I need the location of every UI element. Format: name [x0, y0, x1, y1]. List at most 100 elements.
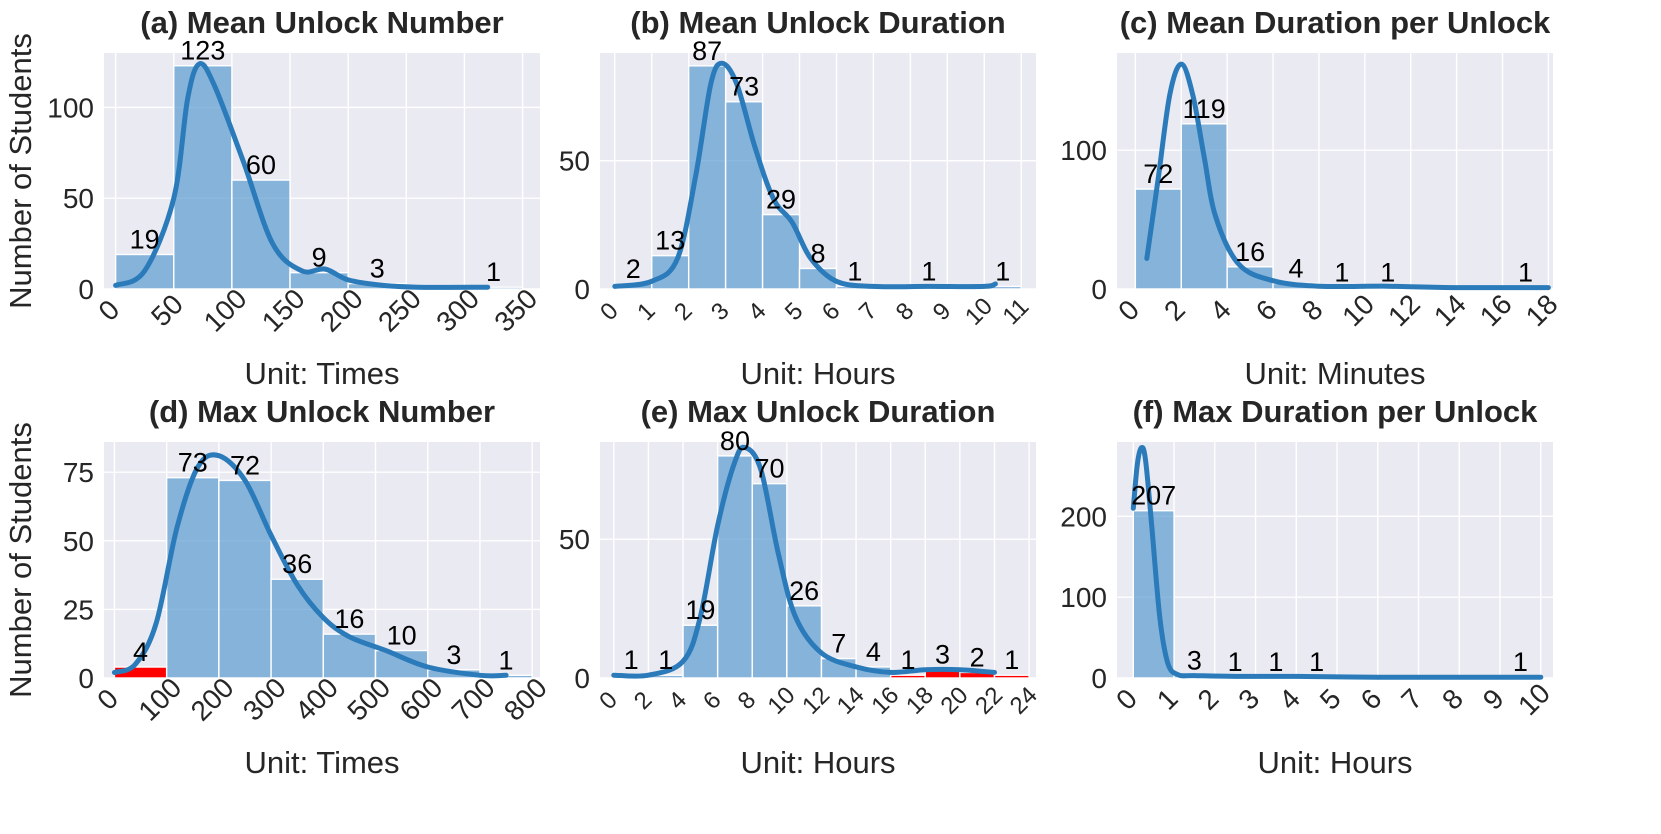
bar-value-label: 4 — [1288, 253, 1303, 283]
bar-value-label: 1 — [624, 645, 639, 675]
bar-value-label: 1 — [1004, 645, 1019, 675]
bar-value-label: 87 — [692, 36, 722, 66]
plot-area — [600, 53, 1036, 289]
x-tick-label: 0 — [92, 294, 125, 327]
x-tick-label: 5 — [1314, 683, 1347, 716]
histogram-bar — [173, 65, 233, 290]
x-tick-label: 300 — [237, 672, 292, 727]
bar-value-label: 1 — [995, 256, 1010, 286]
histogram-bar — [322, 633, 377, 679]
x-tick-label: 0 — [1110, 683, 1143, 716]
x-axis-label: Unit: Minutes — [1245, 356, 1426, 391]
x-tick-label: 4 — [743, 297, 772, 326]
x-tick-label: 10 — [1336, 288, 1380, 332]
x-tick-label: 6 — [698, 686, 727, 715]
histogram-bar — [716, 455, 753, 679]
x-tick-label: 400 — [289, 672, 344, 727]
x-tick-label: 4 — [1204, 294, 1237, 327]
bar-value-label: 19 — [130, 225, 160, 255]
bar-value-label: 3 — [370, 254, 385, 284]
bar-value-label: 16 — [1235, 237, 1265, 267]
panel-title: (b) Mean Unlock Duration — [630, 5, 1005, 40]
kde-curve — [612, 60, 998, 290]
x-tick-label: 4 — [1273, 683, 1306, 716]
y-tick-label: 50 — [63, 526, 94, 557]
kde-curve — [111, 452, 509, 679]
bar-value-label: 207 — [1131, 481, 1176, 511]
x-tick-label: 1 — [632, 297, 661, 326]
x-tick-label: 600 — [394, 672, 449, 727]
x-tick-label: 16 — [866, 682, 904, 720]
histogram-bar — [1226, 266, 1274, 290]
bar-value-label: 1 — [921, 256, 936, 286]
highlighted-bar — [993, 674, 1030, 679]
histogram-bar — [761, 213, 801, 290]
x-tick-label: 4 — [663, 686, 692, 715]
histogram-bar — [218, 479, 272, 679]
x-tick-label: 500 — [341, 672, 396, 727]
y-tick-label: 100 — [1060, 582, 1107, 613]
y-tick-label: 0 — [78, 663, 94, 694]
x-tick-label: 100 — [198, 283, 253, 338]
bar-value-label: 1 — [658, 645, 673, 675]
panel-title: (c) Mean Duration per Unlock — [1120, 5, 1551, 40]
bar-value-label: 19 — [685, 595, 715, 625]
x-tick-label: 100 — [132, 672, 187, 727]
x-tick-label: 200 — [314, 283, 369, 338]
bar-value-label: 1 — [1334, 258, 1349, 288]
bar-value-label: 3 — [1187, 646, 1202, 676]
x-tick-label: 7 — [854, 297, 883, 326]
bar-value-label: 123 — [180, 36, 225, 66]
y-tick-label: 0 — [574, 274, 590, 305]
x-tick-label: 8 — [1296, 294, 1329, 327]
x-tick-label: 800 — [498, 672, 553, 727]
histogram-bar — [165, 476, 220, 679]
bar-value-label: 72 — [1143, 159, 1173, 189]
x-tick-label: 8 — [891, 297, 920, 326]
x-tick-label: 0 — [91, 683, 124, 716]
x-tick-label: 3 — [1232, 683, 1265, 716]
bar-value-label: 72 — [230, 450, 260, 480]
panel-title: (a) Mean Unlock Number — [140, 5, 503, 40]
x-axis-label: Unit: Hours — [740, 745, 895, 780]
x-tick-label: 22 — [970, 682, 1008, 720]
bar-value-label: 73 — [729, 72, 759, 102]
x-tick-label: 18 — [901, 682, 939, 720]
bar-value-label: 80 — [720, 426, 750, 456]
bar-value-label: 1 — [1513, 647, 1528, 677]
bar-value-label: 3 — [935, 640, 950, 670]
x-tick-label: 9 — [1477, 683, 1510, 716]
bar-value-label: 36 — [282, 549, 312, 579]
x-tick-label: 250 — [372, 283, 427, 338]
x-tick-label: 6 — [1355, 683, 1388, 716]
bar-value-label: 8 — [810, 238, 825, 268]
kde-curve — [1130, 444, 1544, 680]
x-tick-label: 10 — [1512, 677, 1556, 721]
bar-value-label: 1 — [1228, 647, 1243, 677]
x-tick-label: 50 — [145, 288, 189, 332]
bar-value-label: 119 — [1183, 94, 1226, 124]
x-tick-label: 2 — [1158, 294, 1191, 327]
y-tick-label: 0 — [78, 274, 94, 305]
histogram-bar — [270, 578, 325, 679]
y-axis-label: Number of Students — [3, 422, 38, 698]
x-tick-label: 0 — [595, 297, 624, 326]
bar-value-label: 26 — [789, 576, 819, 606]
y-tick-label: 50 — [63, 183, 94, 214]
highlighted-bar — [889, 674, 926, 679]
kde-curve — [611, 444, 997, 679]
y-tick-label: 0 — [1091, 274, 1107, 305]
x-tick-label: 10 — [960, 293, 998, 331]
x-axis-label: Unit: Times — [244, 356, 399, 391]
x-tick-label: 2 — [669, 297, 698, 326]
bar-value-label: 7 — [831, 629, 846, 659]
panel-title: (d) Max Unlock Number — [149, 394, 495, 429]
y-tick-label: 100 — [47, 92, 94, 123]
bar-value-label: 9 — [312, 243, 327, 273]
bar-value-label: 60 — [246, 150, 276, 180]
